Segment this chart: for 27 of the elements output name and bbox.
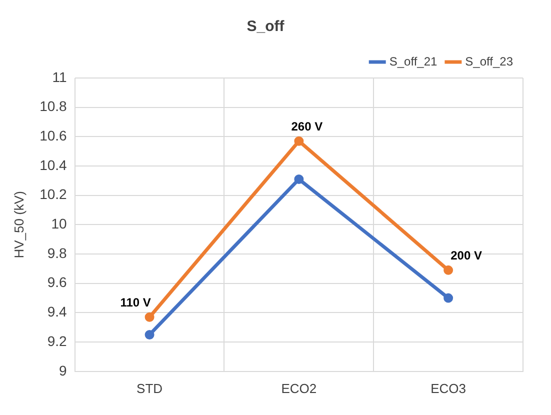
y-tick-label: 9.8 [47,244,68,261]
point [444,265,454,275]
annotation: 110 V [120,295,151,310]
y-tick-label: 9.6 [47,274,68,290]
annotation: 200 V [450,248,482,262]
point [294,136,304,146]
chart-title: S_off [246,18,286,36]
y-tick-label: 9.2 [47,332,68,349]
point [144,330,154,340]
y-tick-label: 9.4 [47,304,68,320]
point [144,312,154,322]
y-axis-title: HV_50 (kV) [11,191,26,258]
annotation: 260 V [291,119,323,134]
x-tick-label: ECO3 [430,380,466,396]
y-tick-label: 10.2 [40,186,68,202]
y-tick-label: 10.6 [40,128,68,144]
point [444,293,454,303]
legend-label: S_off_21 [389,54,438,68]
y-tick-label: 11 [52,68,68,85]
point [294,174,304,184]
x-tick-label: STD [136,380,163,396]
y-tick-label: 10.4 [40,156,68,173]
y-tick-label: 10.8 [40,98,68,114]
x-tick-label: ECO2 [281,380,317,396]
y-tick-label: 9 [59,362,68,378]
y-tick-label: 10 [51,216,68,232]
legend-label: S_off_23 [465,54,514,68]
